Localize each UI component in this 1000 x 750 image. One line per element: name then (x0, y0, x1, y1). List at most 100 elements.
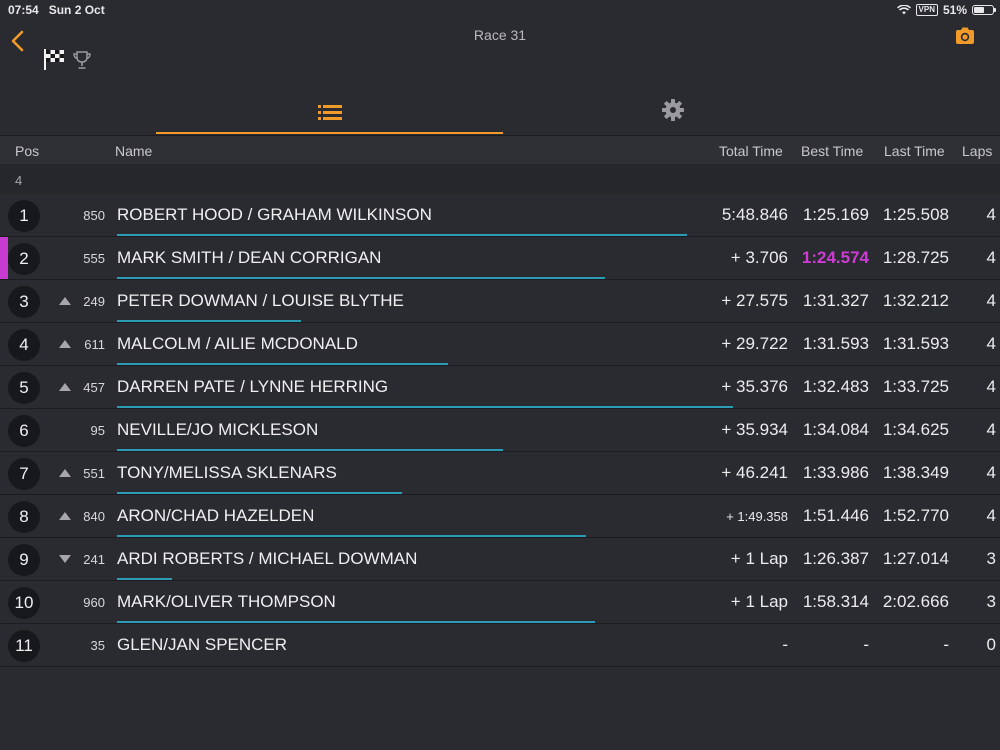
best-time: 1:32.483 (802, 377, 869, 396)
progress-bar (117, 277, 605, 279)
driver-name: ARON/CHAD HAZELDEN (117, 506, 315, 525)
best-time: - (863, 635, 869, 654)
group-label: 4 (15, 173, 23, 188)
progress-bar (117, 363, 448, 365)
laps-count: 4 (986, 205, 996, 224)
table-row[interactable]: 11 35 GLEN/JAN SPENCER - - - 0 (0, 624, 1000, 667)
laps-count: 4 (986, 291, 996, 310)
progress-bar (117, 535, 586, 537)
car-number: 960 (83, 595, 105, 610)
tab-bar (0, 86, 1000, 134)
best-time: 1:25.169 (802, 205, 869, 224)
last-time: - (943, 635, 949, 654)
best-time: 1:34.084 (802, 420, 869, 439)
status-right: VPN 51% (896, 3, 996, 17)
driver-name: DARREN PATE / LYNNE HERRING (117, 377, 389, 396)
best-time: 1:24.574 (801, 248, 869, 267)
position-badge: 7 (8, 458, 40, 490)
best-time: 1:58.314 (802, 592, 869, 611)
status-date: Sun 2 Oct (48, 3, 105, 17)
laps-count: 4 (986, 248, 996, 267)
battery-icon (972, 5, 996, 15)
table-row[interactable]: 2 555 MARK SMITH / DEAN CORRIGAN + 3.706 1:2… (0, 237, 1000, 280)
group-header: 4 (0, 164, 1000, 194)
last-time: 1:52.770 (882, 506, 949, 525)
col-best-time[interactable]: Best Time (801, 143, 864, 159)
status-time-date: 07:54 Sun 2 Oct (8, 3, 105, 17)
table-row[interactable]: 6 95 NEVILLE/JO MICKLESON + 35.934 1:34.084 1… (0, 409, 1000, 452)
driver-name: PETER DOWMAN / LOUISE BLYTHE (117, 291, 404, 310)
position-up-icon (59, 297, 71, 305)
results-table: 1 850 ROBERT HOOD / GRAHAM WILKINSON 5:48.8… (0, 194, 1000, 667)
position-up-icon (59, 512, 71, 520)
position-badge: 10 (8, 587, 40, 619)
position-badge: 4 (8, 329, 40, 361)
last-time: 1:34.625 (882, 420, 949, 439)
col-laps[interactable]: Laps (962, 143, 993, 159)
col-pos[interactable]: Pos (15, 143, 40, 159)
progress-bar (117, 234, 687, 236)
car-number: 249 (83, 294, 105, 309)
leader-accent-marker (0, 237, 8, 279)
table-row[interactable]: 10 960 MARK/OLIVER THOMPSON + 1 Lap 1:58.314… (0, 581, 1000, 624)
position-up-icon (59, 340, 71, 348)
status-bar: 07:54 Sun 2 Oct VPN 51% (0, 0, 1000, 20)
table-row[interactable]: 3 249 PETER DOWMAN / LOUISE BLYTHE + 27.575… (0, 280, 1000, 323)
last-time: 1:38.349 (882, 463, 949, 482)
progress-bar (117, 320, 301, 322)
position-down-icon (59, 555, 71, 563)
table-row[interactable]: 4 611 MALCOLM / AILIE MCDONALD + 29.722 1:31… (0, 323, 1000, 366)
total-time: + 1 Lap (730, 549, 788, 568)
position-badge: 1 (8, 200, 40, 232)
total-time: + 35.376 (721, 377, 788, 396)
list-icon (317, 105, 342, 120)
last-time: 1:27.014 (882, 549, 949, 568)
checkered-flag-icon[interactable] (42, 47, 66, 71)
table-row[interactable]: 8 840 ARON/CHAD HAZELDEN + 1:49.358 1:51.446… (0, 495, 1000, 538)
screenshot-button[interactable] (954, 26, 976, 46)
col-total-time[interactable]: Total Time (719, 143, 783, 159)
total-time: - (782, 635, 788, 654)
gear-icon (662, 99, 684, 121)
best-time: 1:31.327 (802, 291, 869, 310)
laps-count: 4 (986, 420, 996, 439)
driver-name: MARK/OLIVER THOMPSON (117, 592, 336, 611)
active-tab-indicator (156, 132, 503, 134)
laps-count: 3 (986, 592, 996, 611)
table-row[interactable]: 1 850 ROBERT HOOD / GRAHAM WILKINSON 5:48.8… (0, 194, 1000, 237)
car-number: 241 (83, 552, 105, 567)
driver-name: GLEN/JAN SPENCER (117, 635, 288, 654)
progress-bar (117, 406, 733, 408)
last-time: 1:33.725 (882, 377, 949, 396)
total-time: + 29.722 (721, 334, 788, 353)
wifi-icon (896, 5, 911, 15)
tab-settings[interactable] (503, 86, 843, 134)
position-badge: 5 (8, 372, 40, 404)
car-number: 555 (83, 251, 105, 266)
tab-results-list[interactable] (156, 86, 503, 134)
laps-count: 4 (986, 377, 996, 396)
car-number: 95 (90, 423, 105, 438)
car-number: 457 (83, 380, 105, 395)
driver-name: ROBERT HOOD / GRAHAM WILKINSON (117, 205, 432, 224)
last-time: 2:02.666 (882, 592, 949, 611)
trophy-icon[interactable] (72, 50, 92, 70)
best-time: 1:31.593 (802, 334, 869, 353)
last-time: 1:31.593 (882, 334, 949, 353)
laps-count: 4 (986, 506, 996, 525)
table-row[interactable]: 5 457 DARREN PATE / LYNNE HERRING + 35.376 1… (0, 366, 1000, 409)
table-row[interactable]: 9 241 ARDI ROBERTS / MICHAEL DOWMAN + 1 Lap… (0, 538, 1000, 581)
back-button[interactable] (8, 28, 30, 54)
best-time: 1:51.446 (802, 506, 869, 525)
status-time: 07:54 (8, 3, 39, 17)
car-number: 35 (90, 638, 105, 653)
col-name[interactable]: Name (115, 143, 153, 159)
position-badge: 11 (8, 630, 40, 662)
page-title: Race 31 (473, 27, 527, 43)
table-row[interactable]: 7 551 TONY/MELISSA SKLENARS + 46.241 1:33.98… (0, 452, 1000, 495)
back-chevron-icon (11, 30, 24, 52)
col-last-time[interactable]: Last Time (884, 143, 945, 159)
position-badge: 3 (8, 286, 40, 318)
progress-bar (117, 621, 595, 623)
total-time: + 1:49.358 (726, 509, 788, 524)
